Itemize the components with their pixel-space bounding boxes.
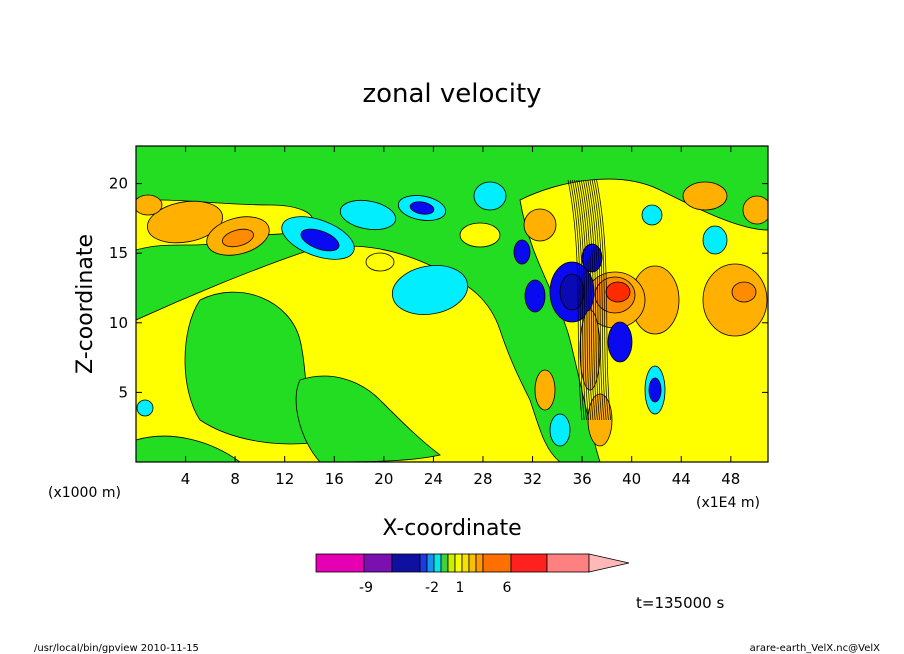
colorbar-segment	[363, 553, 393, 573]
contour-line	[569, 179, 585, 421]
colorbar-segment	[433, 553, 442, 573]
contour-cyan-blob	[391, 265, 469, 315]
contour-cyan-blob	[473, 181, 507, 211]
y-tick-label: 10	[109, 314, 128, 332]
x-tick-label: 40	[622, 470, 641, 488]
colorbar: -9 -2 1 6	[315, 553, 630, 596]
contour-line	[572, 179, 587, 421]
colorbar-segment	[475, 553, 484, 573]
contour-orange-blob	[136, 194, 163, 216]
y-tick-label: 20	[109, 175, 128, 193]
contour-cyan-blob	[549, 413, 571, 447]
y-unit-label: (x1E4 m)	[696, 495, 760, 511]
y-axis-ticks: 5 10 15 20	[109, 175, 768, 401]
colorbar-segment	[454, 553, 463, 573]
contour-red-core	[605, 281, 631, 303]
contour-line	[567, 179, 583, 421]
x-unit-label: (x1000 m)	[48, 485, 121, 501]
contour-line	[585, 179, 600, 421]
x-axis-ticks: 4 8 12 16 20 24 28 32 36 40 44 48	[181, 146, 740, 488]
plot-frame	[135, 145, 769, 463]
y-tick-label: 5	[118, 383, 128, 401]
x-tick-label: 16	[325, 470, 344, 488]
contour-line	[583, 179, 598, 421]
contour-cyan-blob	[339, 199, 397, 231]
contour-blue-core	[513, 239, 531, 265]
colorbar-segment	[482, 553, 512, 573]
y-tick-label: 15	[109, 244, 128, 262]
contour-line	[596, 179, 611, 421]
contour-line	[576, 179, 592, 421]
chart-title: zonal velocity	[362, 79, 541, 109]
colorbar-label: 6	[503, 580, 512, 596]
colorbar-segment	[468, 553, 477, 573]
contour-orange-blob	[682, 181, 728, 211]
contour-cyan-blob	[136, 399, 154, 417]
x-tick-label: 32	[523, 470, 542, 488]
time-label: t=135000 s	[636, 594, 724, 612]
x-tick-label: 36	[573, 470, 592, 488]
colorbar-segment	[426, 553, 435, 573]
contour-orange-blob	[147, 200, 223, 244]
contour-line	[589, 179, 605, 421]
x-tick-label: 48	[721, 470, 740, 488]
colorbar-segment	[461, 553, 470, 573]
x-tick-label: 44	[672, 470, 691, 488]
colorbar-segment	[315, 553, 365, 573]
footer-right: arare-earth_VelX.nc@VelX	[750, 643, 881, 654]
colorbar-segment	[440, 553, 449, 573]
contour-yellow-spot	[365, 252, 395, 272]
contour-line	[580, 179, 596, 421]
contour-orange-core	[731, 281, 757, 303]
x-tick-label: 20	[374, 470, 393, 488]
contour-line	[594, 179, 609, 421]
x-tick-label: 4	[181, 470, 191, 488]
colorbar-segment	[510, 553, 548, 573]
colorbar-label: -2	[425, 580, 439, 596]
contour-orange-blob	[702, 263, 768, 337]
contour-blue-core	[607, 321, 633, 363]
contour-yellow-spot	[459, 222, 501, 248]
contour-blue-core	[648, 377, 662, 403]
contour-cyan-blob	[641, 204, 663, 226]
contour-green-bottom	[295, 375, 441, 462]
contour-cyan-blob	[702, 225, 728, 255]
contour-orange-blob	[742, 195, 768, 225]
y-axis-title: Z-coordinate	[73, 234, 98, 374]
colorbar-arrow	[588, 553, 630, 573]
contour-orange-blob	[523, 208, 557, 242]
footer-left: /usr/local/bin/gpview 2010-11-15	[34, 643, 199, 654]
contour-field	[136, 178, 768, 462]
contour-blue-core	[409, 201, 435, 215]
x-tick-label: 28	[473, 470, 492, 488]
x-tick-label: 8	[230, 470, 240, 488]
colorbar-segment	[546, 553, 590, 573]
colorbar-segment	[419, 553, 428, 573]
x-tick-label: 24	[424, 470, 443, 488]
x-axis-title: X-coordinate	[382, 516, 521, 541]
contour-line	[574, 179, 589, 421]
colorbar-label: 1	[456, 580, 465, 596]
contour-blue-core	[524, 279, 546, 313]
contour-blue-core	[300, 228, 340, 252]
x-tick-label: 12	[275, 470, 294, 488]
contour-orange-core	[222, 228, 254, 248]
contour-line	[587, 179, 603, 421]
colorbar-segment	[391, 553, 421, 573]
colorbar-label: -9	[359, 580, 373, 596]
contour-line	[591, 179, 607, 421]
colorbar-segment	[447, 553, 456, 573]
contour-orange-blob	[534, 369, 556, 411]
contour-line	[578, 179, 594, 421]
